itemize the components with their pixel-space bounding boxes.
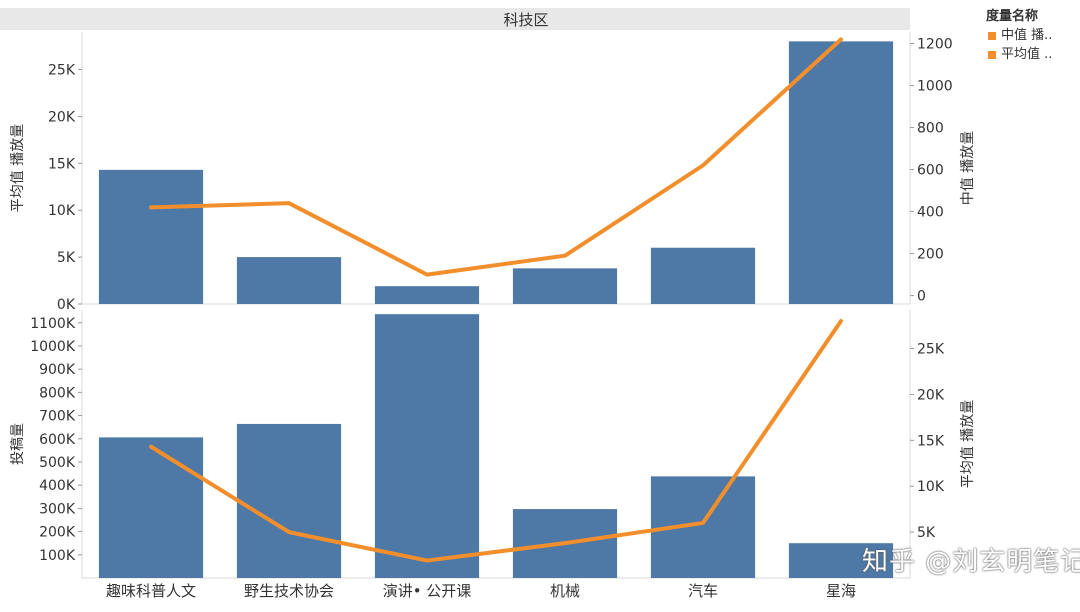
x-tick-label: 趣味科普人文: [106, 582, 196, 600]
top-bar: [788, 41, 894, 305]
top-right-tick-label: 200: [917, 247, 944, 263]
watermark: 知乎 @刘玄明笔记: [862, 547, 1080, 577]
top-left-tick-label: 20K: [48, 109, 76, 125]
top-right-tick-label: 1200: [917, 37, 953, 53]
bottom-left-tick-label: 700K: [39, 409, 76, 425]
top-bar: [236, 257, 342, 304]
bottom-left-tick-label: 1000K: [30, 339, 76, 355]
x-tick-label: 野生技术协会: [244, 582, 334, 600]
bottom-right-tick-label: 5K: [917, 525, 936, 541]
bottom-left-tick-label: 600K: [39, 432, 76, 448]
bottom-series-line: [149, 319, 843, 563]
bottom-left-tick-label: 900K: [39, 362, 76, 378]
header-title: 科技区: [503, 11, 548, 29]
legend-item-median[interactable]: 中值 播..: [986, 26, 1078, 45]
legend: 度量名称 中值 播.. 平均值 ..: [986, 8, 1078, 64]
legend-label-mean: 平均值 ..: [1001, 47, 1053, 62]
top-right-tick-label: 400: [917, 205, 944, 221]
top-series-line: [149, 37, 843, 277]
bottom-right-tick-label: 20K: [917, 387, 945, 403]
top-left-tick-label: 25K: [48, 63, 76, 79]
legend-swatch-median: [988, 31, 996, 40]
header-band: [0, 8, 910, 30]
bottom-right-axis-title: 平均值 播放量: [960, 400, 976, 488]
bottom-left-axis-title: 投稿量: [10, 423, 26, 465]
top-left-tick-label: 10K: [48, 203, 76, 219]
top-right-tick-label: 1000: [917, 79, 953, 95]
top-bar: [98, 169, 204, 304]
x-tick-label: 星海: [826, 582, 856, 600]
bottom-left-tick-label: 100K: [39, 548, 76, 564]
bottom-bar: [374, 314, 480, 578]
top-left-tick-label: 5K: [57, 250, 76, 266]
bottom-right-tick-label: 25K: [917, 342, 945, 358]
bottom-left-tick-label: 200K: [39, 525, 76, 541]
x-tick-label: 汽车: [688, 582, 718, 600]
bottom-right-tick-label: 10K: [917, 479, 945, 495]
bottom-left-tick-label: 300K: [39, 501, 76, 517]
x-tick-label: 演讲• 公开课: [383, 582, 472, 600]
bottom-right-tick-label: 15K: [917, 433, 945, 449]
top-left-tick-label: 0K: [57, 297, 76, 313]
top-right-tick-label: 800: [917, 121, 944, 137]
top-right-tick-label: 600: [917, 163, 944, 179]
top-right-axis-title: 中值 播放量: [960, 131, 976, 205]
legend-swatch-mean: [988, 50, 996, 59]
bottom-bar: [236, 423, 342, 578]
legend-item-mean[interactable]: 平均值 ..: [986, 45, 1078, 64]
top-left-tick-label: 15K: [48, 156, 76, 172]
top-bar: [650, 247, 756, 304]
bottom-bar: [98, 437, 204, 578]
legend-title: 度量名称: [986, 9, 1039, 24]
bottom-left-tick-label: 400K: [39, 478, 76, 494]
top-right-tick-label: 0: [917, 289, 926, 305]
bottom-left-tick-label: 1100K: [30, 316, 76, 332]
top-left-axis-title: 平均值 播放量: [10, 124, 26, 212]
top-bar: [512, 268, 618, 304]
x-tick-label: 机械: [550, 582, 580, 600]
bottom-left-tick-label: 500K: [39, 455, 76, 471]
top-bar: [374, 286, 480, 304]
bottom-left-tick-label: 800K: [39, 385, 76, 401]
legend-label-median: 中值 播..: [1001, 28, 1053, 43]
bottom-bar: [788, 543, 894, 578]
